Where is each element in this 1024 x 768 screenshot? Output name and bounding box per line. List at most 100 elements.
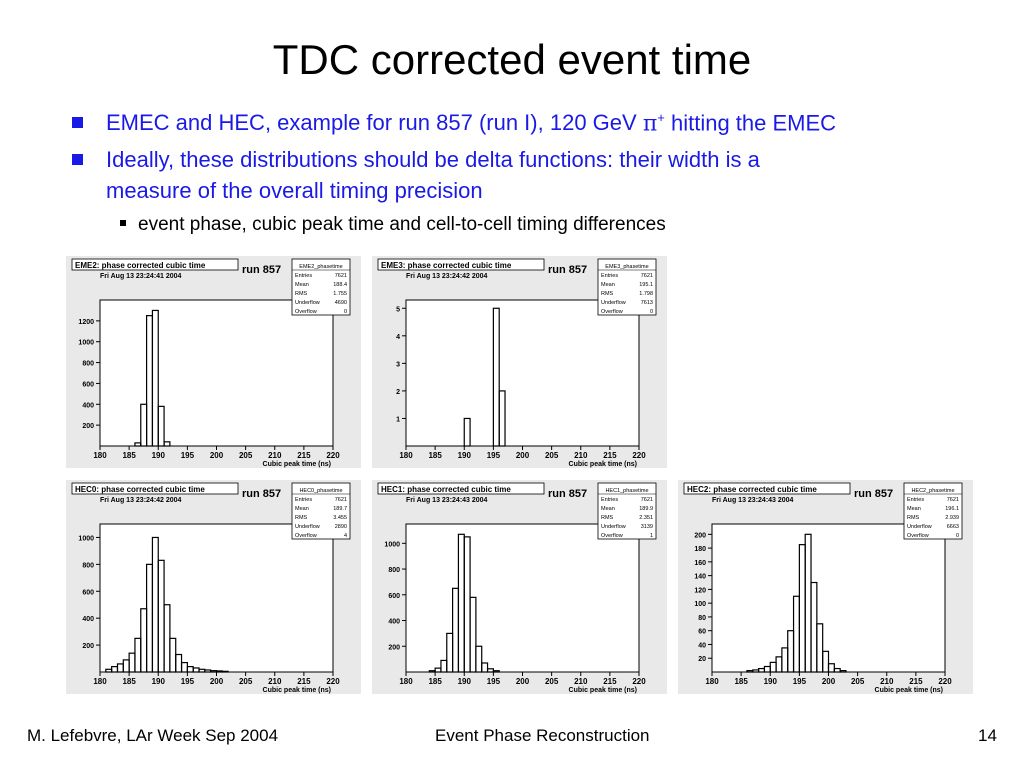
- stats-label: RMS: [295, 291, 308, 297]
- histogram-title-box: [71, 482, 239, 495]
- stats-label: Entries: [907, 497, 924, 503]
- x-tick-label: 185: [428, 451, 442, 460]
- x-axis-label: Cubic peak time (ns): [569, 461, 637, 468]
- stats-box: [291, 482, 351, 540]
- y-tick-label: 800: [388, 567, 400, 574]
- histogram-title: EME2: phase corrected cubic time: [75, 261, 206, 270]
- y-tick-label: 1000: [384, 541, 400, 548]
- x-tick-label: 195: [181, 677, 195, 686]
- histogram-date: Fri Aug 13 23:24:41 2004: [100, 273, 182, 280]
- histogram-title: HEC0: phase corrected cubic time: [75, 485, 205, 494]
- x-tick-label: 180: [399, 677, 413, 686]
- stats-value: 196.1: [945, 506, 959, 512]
- x-tick-label: 210: [268, 677, 282, 686]
- bullet-1-text-pre: EMEC and HEC, example for run 857 (run I…: [106, 110, 643, 136]
- histogram-title-box: [71, 258, 239, 271]
- sub-bullet-text: event phase, cubic peak time and cell-to…: [138, 214, 666, 235]
- stats-label: Overflow: [295, 533, 317, 539]
- histogram-bin: [498, 390, 506, 447]
- stats-value: 7621: [335, 497, 347, 503]
- y-tick-label: 3: [396, 361, 400, 368]
- x-tick-label: 180: [399, 451, 413, 460]
- y-tick-label: 200: [82, 423, 94, 430]
- x-tick-label: 200: [516, 677, 530, 686]
- histogram-title-box: [683, 482, 851, 495]
- bullet-2: Ideally, these distributions should be d…: [72, 147, 760, 204]
- stats-box: [291, 258, 351, 316]
- x-tick-label: 210: [574, 451, 588, 460]
- y-tick-label: 20: [698, 656, 706, 663]
- stats-label: Entries: [601, 497, 618, 503]
- y-tick-label: 1000: [78, 340, 94, 347]
- histogram-bin: [215, 670, 223, 673]
- bullet-1-text-post: hitting the EMEC: [664, 110, 837, 136]
- x-tick-label: 195: [793, 677, 807, 686]
- histogram-hec0: 180 185 190 195 200 205 210 215 220 200 400 600 800 1…: [71, 482, 351, 694]
- x-tick-label: 190: [152, 677, 166, 686]
- histogram-bin: [827, 663, 835, 673]
- stats-label: RMS: [907, 515, 920, 521]
- x-tick-label: 210: [880, 677, 894, 686]
- stats-label: Overflow: [601, 309, 623, 315]
- stats-label: Mean: [601, 282, 615, 288]
- run-number: run 857: [548, 488, 587, 500]
- y-tick-label: 1: [396, 416, 400, 423]
- pi-symbol: π: [642, 111, 658, 137]
- y-tick-label: 400: [388, 619, 400, 626]
- y-tick-label: 80: [698, 615, 706, 622]
- x-tick-label: 185: [428, 677, 442, 686]
- histogram-bin: [463, 417, 471, 447]
- stats-value: 0: [344, 309, 347, 315]
- x-tick-label: 205: [545, 677, 559, 686]
- histogram-panel-hec0: 180 185 190 195 200 205 210 215 220 200 400 600 800 1…: [66, 480, 361, 694]
- run-number: run 857: [854, 488, 893, 500]
- stats-value: 7621: [335, 273, 347, 279]
- y-tick-label: 4: [396, 334, 400, 341]
- y-tick-label: 1200: [78, 319, 94, 326]
- y-tick-label: 400: [82, 402, 94, 409]
- stats-label: RMS: [601, 291, 614, 297]
- x-tick-label: 200: [516, 451, 530, 460]
- x-tick-label: 190: [152, 451, 166, 460]
- y-tick-label: 800: [82, 562, 94, 569]
- x-tick-label: 190: [764, 677, 778, 686]
- plot-frame: [711, 523, 946, 673]
- stats-value: 1: [650, 533, 653, 539]
- stats-label: Underflow: [601, 300, 626, 306]
- histogram-bin: [163, 441, 171, 447]
- stats-box: [597, 258, 657, 316]
- histogram-eme2: 180 185 190 195 200 205 210 215 220 200 400 600 800 1…: [71, 258, 351, 468]
- histogram-panel-eme3: 180 185 190 195 200 205 210 215 220 1 2 3 4 5 Cubic pe…: [372, 256, 667, 468]
- bullet-2-line-1: Ideally, these distributions should be d…: [106, 147, 760, 172]
- stats-label: RMS: [295, 515, 308, 521]
- histogram-title-box: [377, 258, 545, 271]
- sub-bullet: event phase, cubic peak time and cell-to…: [120, 214, 666, 236]
- x-axis-label: Cubic peak time (ns): [875, 687, 943, 694]
- stats-value: 0: [956, 533, 959, 539]
- run-number: run 857: [548, 264, 587, 276]
- stats-label: Overflow: [295, 309, 317, 315]
- y-tick-label: 200: [82, 643, 94, 650]
- stats-name: HEC0_phasetime: [299, 488, 342, 494]
- stats-box: [903, 482, 963, 540]
- x-tick-label: 190: [458, 451, 472, 460]
- x-tick-label: 205: [239, 677, 253, 686]
- stats-value: 7621: [947, 497, 959, 503]
- x-tick-label: 195: [487, 451, 501, 460]
- histogram-bin: [157, 405, 165, 447]
- stats-label: Mean: [295, 506, 309, 512]
- pi-charge: +: [657, 110, 665, 125]
- stats-value: 189.9: [639, 506, 653, 512]
- x-tick-label: 215: [297, 451, 311, 460]
- stats-name: HEC1_phasetime: [605, 488, 648, 494]
- plot-frame: [405, 523, 640, 673]
- histogram-bin: [221, 670, 229, 673]
- stats-value: 6663: [947, 524, 959, 530]
- histogram-hec2: 180 185 190 195 200 205 210 215 220 20 40 60 80 100 12…: [683, 482, 963, 694]
- y-tick-label: 100: [694, 601, 706, 608]
- x-tick-label: 205: [239, 451, 253, 460]
- stats-label: Overflow: [907, 533, 929, 539]
- y-tick-label: 800: [82, 361, 94, 368]
- x-tick-label: 205: [851, 677, 865, 686]
- stats-label: Entries: [295, 497, 312, 503]
